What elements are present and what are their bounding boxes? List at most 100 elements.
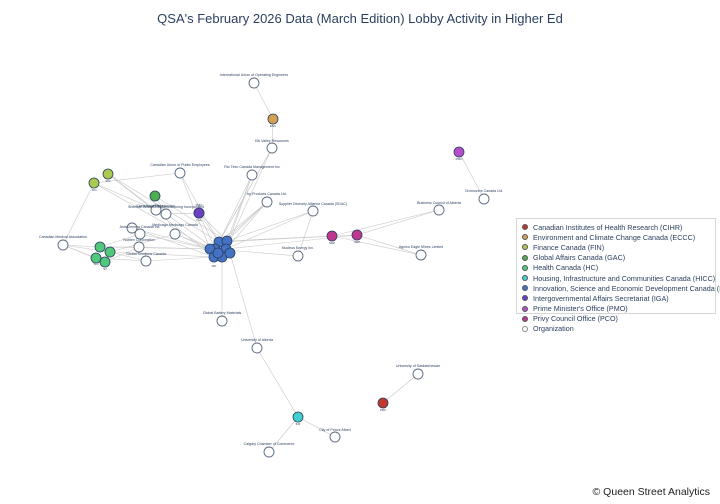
node-circle[interactable]	[248, 77, 260, 89]
legend-label: Canadian Institutes of Health Research (…	[533, 222, 683, 232]
node-fin1[interactable]: FIN	[88, 177, 100, 192]
node-circle[interactable]	[174, 167, 186, 179]
node-civi[interactable]: Civimovers Canada Ltd.	[465, 189, 503, 205]
legend-item-fin[interactable]: Finance Canada (FIN)	[522, 242, 715, 252]
edge-sheridan-isedC	[165, 213, 216, 250]
legend-item-ised[interactable]: Innovation, Science and Economic Develop…	[522, 283, 720, 293]
node-circle[interactable]	[266, 142, 278, 154]
node-hc3[interactable]: SCI	[90, 252, 102, 266]
node-gsc[interactable]: Global Solutions Canada	[126, 252, 166, 267]
legend-item-org[interactable]: Organization	[522, 324, 715, 334]
node-cma[interactable]: Canadian Medical Association	[39, 235, 87, 251]
node-princealbert[interactable]: City of Prince Albert	[319, 428, 351, 443]
node-circle[interactable]	[140, 255, 152, 267]
legend-marker-icon	[522, 315, 528, 322]
legend-item-pco[interactable]: Privy Council Office (PCO)	[522, 314, 715, 324]
node-circle[interactable]	[261, 196, 273, 208]
node-label: PMO	[456, 157, 464, 161]
node-calgarycc[interactable]: Calgary Chamber of Commerce	[244, 442, 295, 458]
node-pmo2[interactable]: PMO	[453, 146, 465, 161]
node-circle[interactable]	[94, 241, 106, 253]
node-chemtrade[interactable]: Chemtrade Logistics Inc.	[136, 204, 176, 216]
node-cihr1[interactable]: PRC	[377, 397, 389, 412]
node-natcorp[interactable]: Nutrien Corporation	[123, 238, 155, 253]
node-medicago[interactable]: Medicago Medicago Canada	[152, 223, 198, 240]
node-circle[interactable]	[150, 204, 162, 216]
node-circle[interactable]	[326, 230, 338, 242]
node-hc2[interactable]	[104, 246, 116, 258]
node-circle[interactable]	[102, 168, 114, 180]
legend-item-cihr[interactable]: Canadian Institutes of Health Research (…	[522, 222, 715, 232]
node-circle[interactable]	[377, 397, 389, 409]
edge-iga1-isedC	[198, 212, 216, 250]
legend-item-eccc[interactable]: Environment and Climate Change Canada (E…	[522, 232, 715, 242]
node-circle[interactable]	[351, 229, 363, 241]
node-hc1[interactable]	[94, 241, 106, 253]
edge-medicago-isedE	[174, 233, 211, 250]
node-circle[interactable]	[57, 239, 69, 251]
node-nucleus[interactable]: Nucleus Energy Inc.	[282, 246, 314, 262]
node-circle[interactable]	[216, 315, 228, 327]
edge-gsc-isedF	[145, 256, 215, 262]
node-circle[interactable]	[126, 222, 138, 234]
node-astrazeneca[interactable]: AstraZeneca Canada Inc.	[120, 225, 161, 240]
node-circle[interactable]	[149, 190, 161, 202]
node-agnico[interactable]: Agnico Eagle Mines Limited	[399, 245, 443, 261]
node-cupe[interactable]: Canadian Union of Public Employees	[150, 163, 210, 179]
node-gac1[interactable]	[149, 190, 161, 202]
node-circle[interactable]	[415, 249, 427, 261]
legend-item-pmo[interactable]: Prime Minister's Office (PMO)	[522, 304, 715, 314]
node-circle[interactable]	[104, 246, 116, 258]
node-byproducts[interactable]: by-Products Canada Ltd.	[247, 192, 287, 208]
node-circle[interactable]	[329, 431, 341, 443]
node-pco2[interactable]: OEP	[351, 229, 363, 244]
node-eccc1[interactable]: ENV	[267, 113, 279, 128]
node-sheridan[interactable]: Sheridan Advanced Manufacturing Incorpor…	[128, 205, 204, 220]
node-riotinto[interactable]: Rio Tinto Canada Management Inc	[224, 165, 280, 181]
node-iuoe[interactable]: International Union of Operating Enginee…	[220, 73, 288, 89]
node-ualberta[interactable]: University of Alberta	[241, 338, 273, 354]
node-circle[interactable]	[224, 247, 236, 259]
node-circle[interactable]	[99, 256, 111, 268]
node-hicc1[interactable]: INF	[292, 411, 304, 426]
node-circle[interactable]	[292, 411, 304, 423]
node-circle[interactable]	[292, 250, 304, 262]
node-circle[interactable]	[246, 169, 258, 181]
node-circle[interactable]	[169, 228, 181, 240]
node-circle[interactable]	[453, 146, 465, 158]
node-circle[interactable]	[193, 207, 205, 219]
legend-marker-icon	[522, 275, 528, 282]
node-circle[interactable]	[433, 204, 445, 216]
node-circle[interactable]	[134, 228, 146, 240]
node-circle[interactable]	[263, 446, 275, 458]
legend-item-hc[interactable]: Health Canada (HC)	[522, 263, 715, 273]
node-circle[interactable]	[307, 205, 319, 217]
node-circle[interactable]	[160, 208, 172, 220]
node-fin2[interactable]: FIN	[102, 168, 114, 183]
node-hc4[interactable]: ST	[99, 256, 111, 271]
node-circle[interactable]	[412, 368, 424, 380]
node-circle[interactable]	[90, 252, 102, 264]
legend-item-iga[interactable]: Intergovernmental Affairs Secretariat (I…	[522, 293, 715, 303]
node-bcalberta[interactable]: Business Council of Alberta	[417, 201, 461, 216]
node-circle[interactable]	[212, 247, 224, 259]
node-org_left1[interactable]	[126, 222, 138, 234]
node-globalbattery[interactable]: Global Battery Materials	[203, 311, 242, 327]
node-sdac[interactable]: Supplier Diversity Alliance Canada (SDAC…	[279, 202, 347, 217]
node-label: SCI	[93, 262, 98, 266]
node-elk[interactable]: Elk Valley Resources	[255, 139, 289, 154]
node-circle[interactable]	[267, 113, 279, 125]
node-isedH[interactable]	[224, 247, 236, 259]
node-circle[interactable]	[88, 177, 100, 189]
legend-item-gac[interactable]: Global Affairs Canada (GAC)	[522, 253, 715, 263]
node-label: PRC	[380, 408, 387, 412]
edge-riotinto-isedD	[225, 174, 253, 250]
node-isedI[interactable]	[212, 247, 224, 259]
node-pco1[interactable]: SDP	[326, 230, 338, 245]
node-usask[interactable]: University of Saskatchewan	[396, 364, 440, 380]
node-circle[interactable]	[251, 342, 263, 354]
legend-item-hicc[interactable]: Housing, Infrastructure and Communities …	[522, 273, 715, 283]
node-iga1[interactable]: IGA	[193, 207, 205, 222]
node-circle[interactable]	[133, 241, 145, 253]
node-circle[interactable]	[478, 193, 490, 205]
